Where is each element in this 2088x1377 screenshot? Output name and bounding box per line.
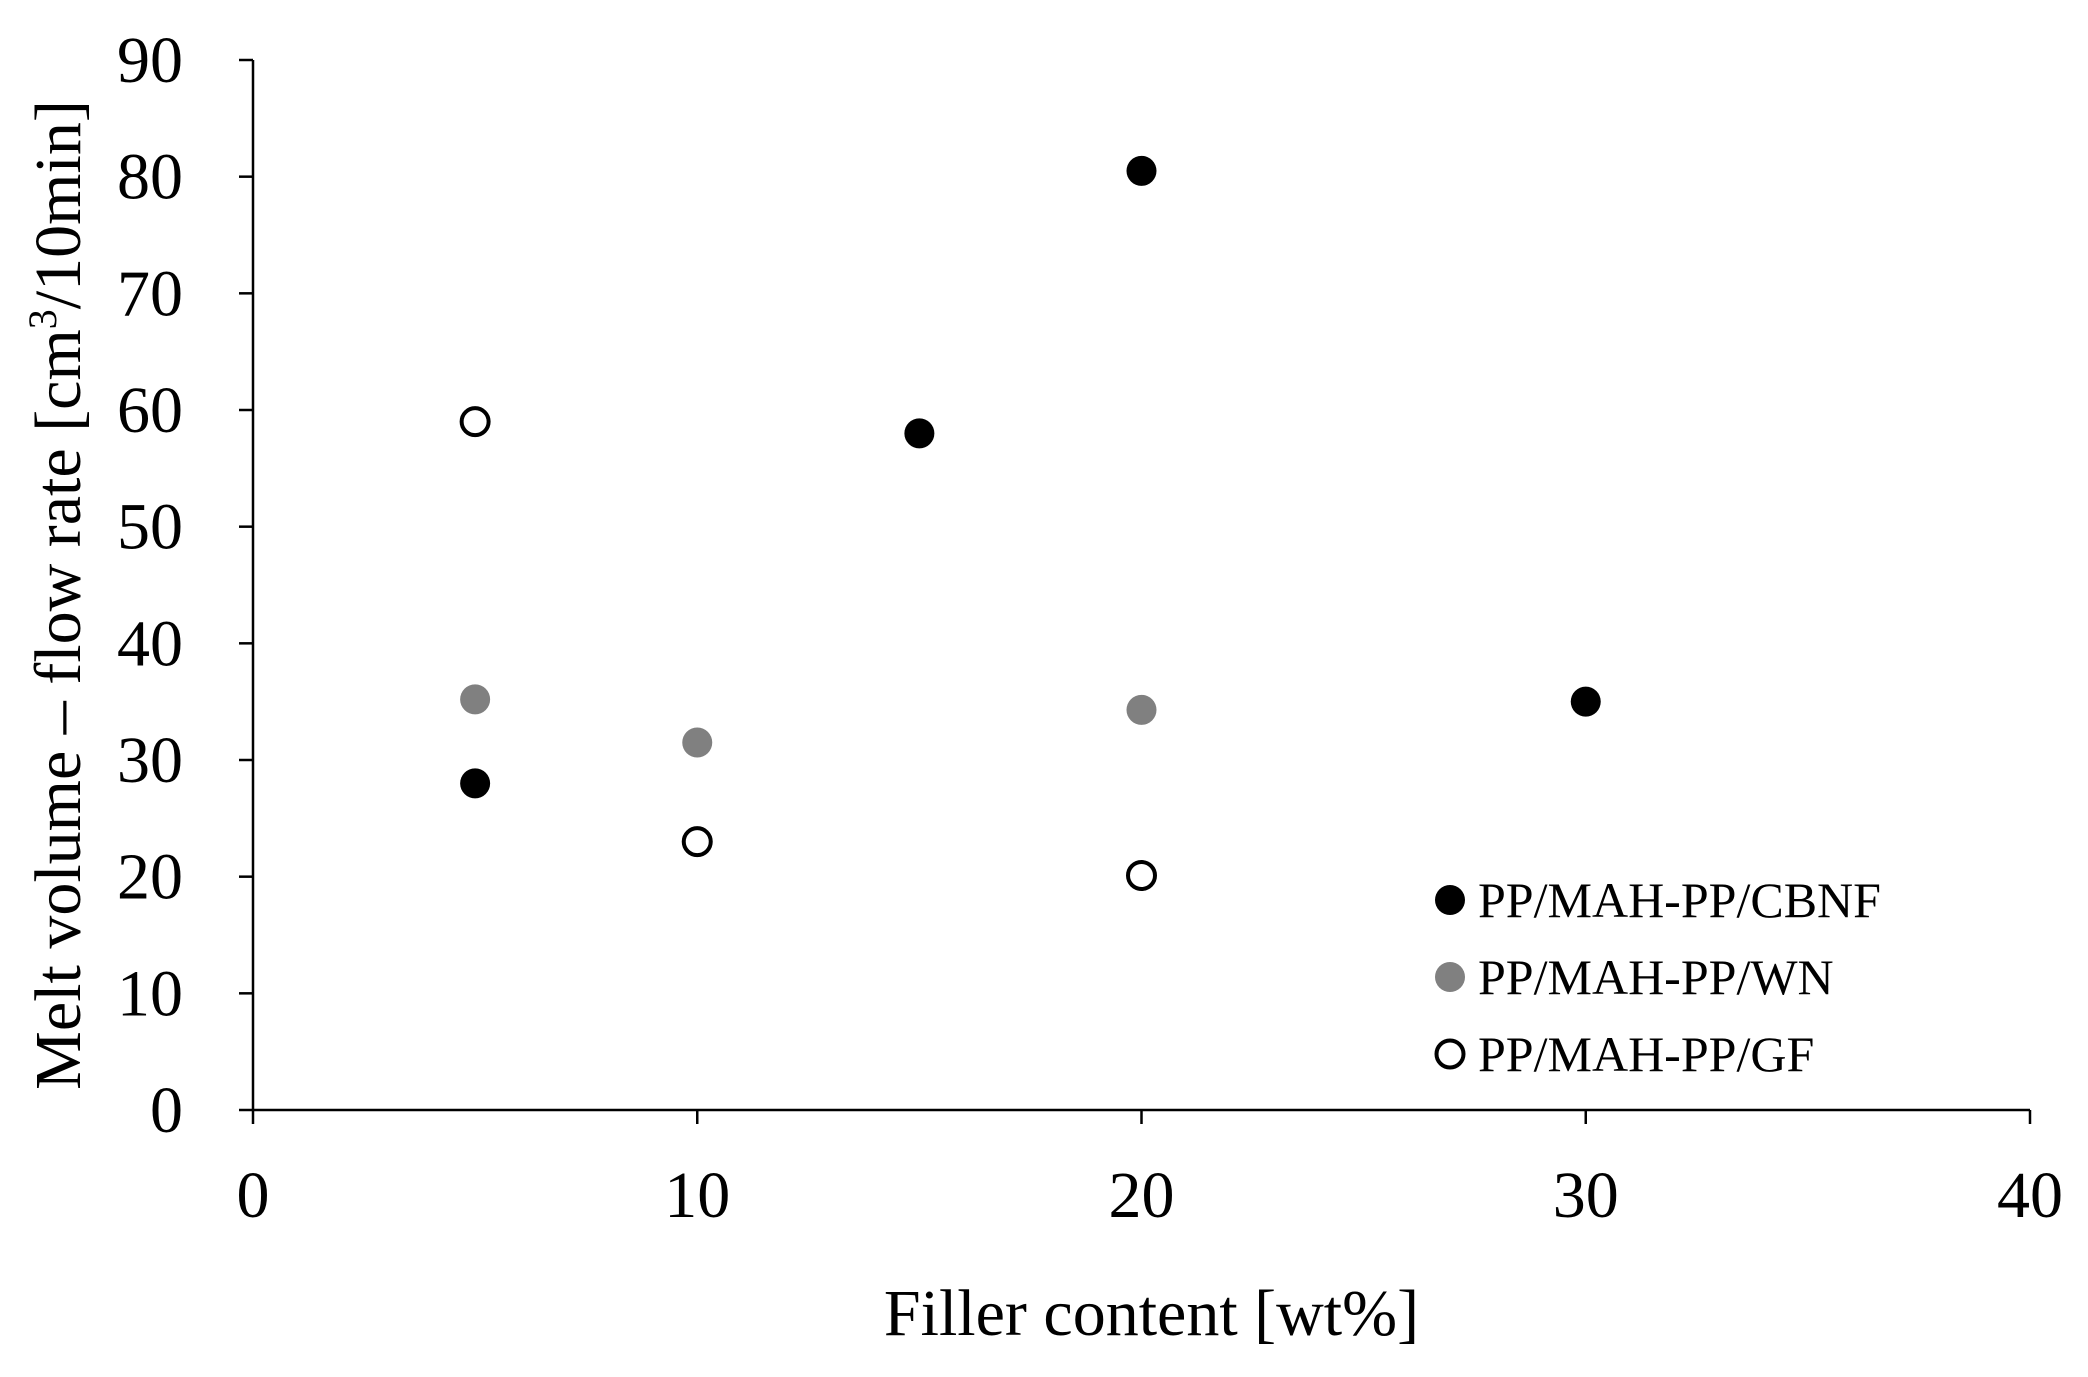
data-point-pp-mah-pp-cbnf [1126,155,1157,186]
y-tick-label: 70 [117,257,183,330]
x-tick-label: 0 [237,1159,270,1232]
y-axis-title-superscript: 3 [20,309,65,329]
x-tick-label: 10 [664,1159,730,1232]
x-tick-label: 30 [1553,1159,1619,1232]
legend-label-pp-mah-pp-wn: PP/MAH-PP/WN [1478,949,1834,1005]
y-tick-label: 90 [117,24,183,97]
data-point-pp-mah-pp-gf [681,826,713,858]
y-tick-label: 60 [117,374,183,447]
y-axis-ticks: 0 10 20 30 40 50 60 70 80 90 [117,24,253,1147]
y-axis-title-prefix: Melt volume – flow rate [cm [22,329,95,1090]
legend-marker-pp-mah-pp-wn [1435,962,1465,992]
legend: PP/MAH-PP/CBNF PP/MAH-PP/WN PP/MAH-PP/GF [1434,872,1881,1082]
y-tick-label: 0 [150,1074,183,1147]
y-tick-label: 20 [117,841,183,914]
x-axis-ticks: 0 10 20 30 40 [237,1110,2063,1232]
data-point-pp-mah-pp-wn [460,684,491,715]
y-axis-title-suffix: /10min] [22,100,95,309]
data-point-pp-mah-pp-gf [1126,860,1157,891]
legend-marker-pp-mah-pp-cbnf [1435,885,1465,915]
x-tick-label: 40 [1997,1159,2063,1232]
data-point-pp-mah-pp-gf [459,406,491,438]
y-axis-title: Melt volume – flow rate [cm3/10min] [20,100,95,1090]
data-point-pp-mah-pp-cbnf [904,418,935,449]
data-point-pp-mah-pp-cbnf [1570,686,1601,717]
x-tick-label: 20 [1109,1159,1175,1232]
legend-marker-pp-mah-pp-gf [1434,1038,1466,1070]
legend-label-pp-mah-pp-gf: PP/MAH-PP/GF [1478,1026,1814,1082]
data-point-pp-mah-pp-wn [682,727,713,758]
legend-label-pp-mah-pp-cbnf: PP/MAH-PP/CBNF [1478,872,1881,928]
y-tick-label: 50 [117,491,183,564]
y-tick-label: 10 [117,957,183,1030]
data-point-pp-mah-pp-wn [1126,694,1157,725]
y-tick-label: 30 [117,724,183,797]
data-points [459,155,1601,891]
y-tick-label: 40 [117,607,183,680]
data-point-pp-mah-pp-cbnf [460,768,491,799]
y-tick-label: 80 [117,141,183,214]
x-axis-title: Filler content [wt%] [884,1277,1419,1350]
